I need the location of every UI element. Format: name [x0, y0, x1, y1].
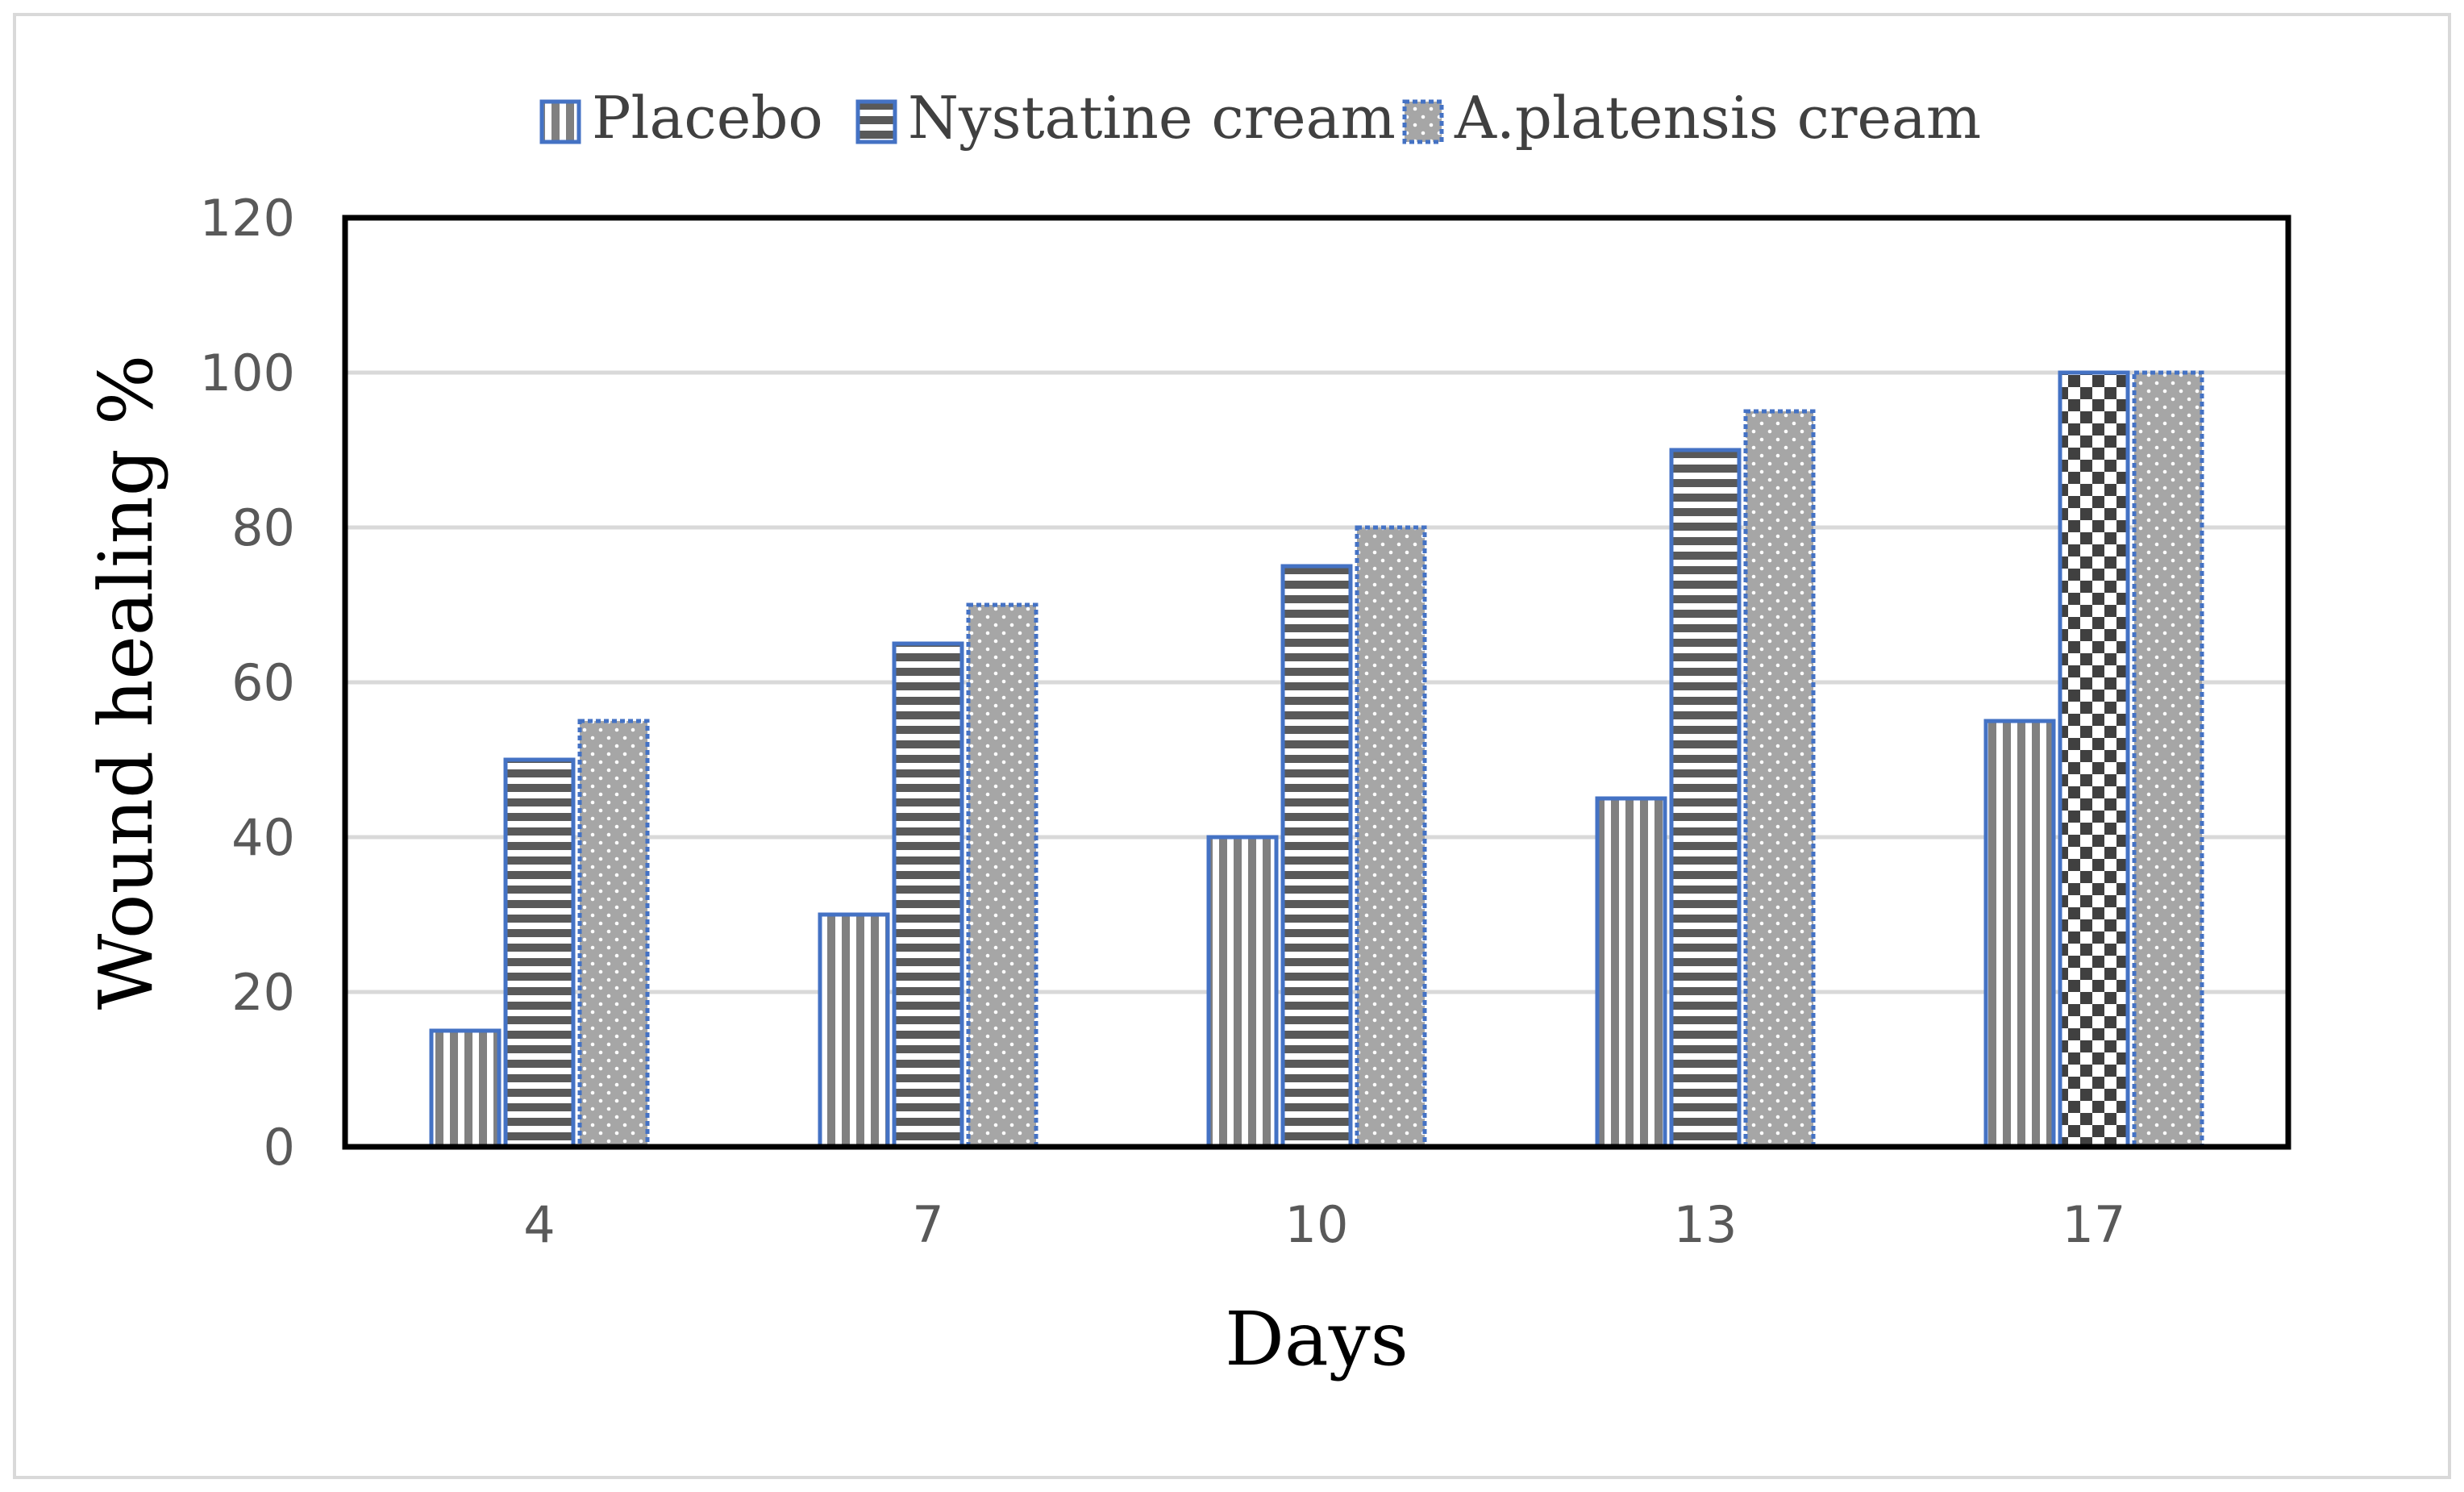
legend-swatch: [855, 99, 897, 144]
y-tick-label: 0: [264, 1118, 295, 1177]
y-tick-label: 100: [200, 344, 295, 402]
bar-placebo-day-7: [818, 912, 890, 1149]
legend: Placebo Nystatine cream A.platensis cream: [539, 84, 1981, 152]
x-axis-ticks: 4 7 10 13 17: [523, 1195, 2125, 1254]
bar-placebo-day-4: [429, 1028, 502, 1149]
y-axis-title: Wound healing %: [83, 355, 169, 1011]
bar-a-platensis-cream-day-13: [1743, 409, 1816, 1149]
bar-nystatine-cream-day-13: [1669, 448, 1742, 1149]
bar-nystatine-cream-day-4: [503, 757, 576, 1149]
y-tick-label: 20: [231, 963, 295, 1022]
y-tick-label: 120: [200, 189, 295, 248]
bar-nystatine-cream-day-17: [2058, 370, 2130, 1149]
bar-a-platensis-cream-day-10: [1355, 525, 1427, 1149]
legend-swatch: [539, 99, 581, 144]
y-axis-ticks: 0 20 40 60 80 100 120: [200, 189, 295, 1177]
x-tick-label: 13: [1674, 1195, 1738, 1254]
y-tick-label: 40: [231, 808, 295, 867]
bar-a-platensis-cream-day-7: [966, 602, 1038, 1149]
plot-area-frame: [342, 215, 2291, 1150]
bar-a-platensis-cream-day-17: [2132, 370, 2204, 1149]
x-tick-label: 10: [1285, 1195, 1349, 1254]
legend-swatch: [1402, 99, 1444, 144]
bar-placebo-day-13: [1595, 796, 1667, 1149]
bar-placebo-day-10: [1206, 835, 1279, 1149]
legend-label: A.platensis cream: [1454, 84, 1981, 152]
bar-nystatine-cream-day-7: [892, 641, 964, 1149]
y-tick-label: 60: [231, 653, 295, 712]
x-axis-title: Days: [1225, 1296, 1409, 1382]
bar-a-platensis-cream-day-4: [577, 719, 650, 1149]
bar-placebo-day-17: [1983, 719, 2056, 1149]
x-tick-label: 17: [2062, 1195, 2126, 1254]
legend-label: Nystatine cream: [908, 84, 1396, 152]
legend-label: Placebo: [592, 84, 823, 152]
x-tick-label: 7: [912, 1195, 943, 1254]
y-tick-label: 80: [231, 498, 295, 557]
x-tick-label: 4: [523, 1195, 555, 1254]
bar-nystatine-cream-day-10: [1280, 564, 1353, 1149]
